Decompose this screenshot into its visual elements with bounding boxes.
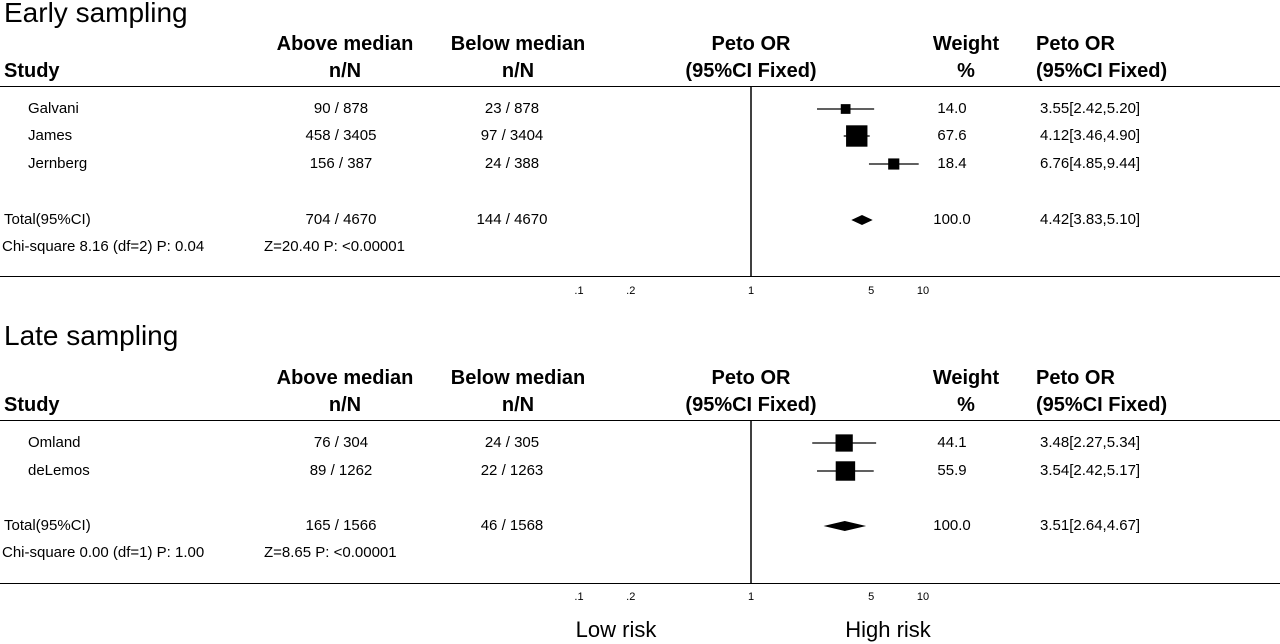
col-header-weight: Weight <box>932 367 1000 389</box>
study-name: deLemos <box>28 462 90 479</box>
col-header-peto-or-plot: Peto OR <box>711 33 791 55</box>
or-ci-text: 6.76[4.85,9.44] <box>1040 155 1141 172</box>
heterogeneity-text: Chi-square 8.16 (df=2) P: 0.04 <box>2 238 205 255</box>
above-median-count: 90 / 878 <box>313 100 369 117</box>
total-below-median: 144 / 4670 <box>476 211 548 228</box>
x-tick-label: .1 <box>574 285 583 297</box>
above-median-count: 76 / 304 <box>313 434 369 451</box>
x-tick-label: 10 <box>917 591 929 603</box>
below-median-count: 23 / 878 <box>484 100 540 117</box>
study-weight-square <box>888 158 900 170</box>
col-header-weight: Weight <box>932 33 1000 55</box>
panel-title: Early sampling <box>4 0 188 28</box>
x-tick-label: 1 <box>748 285 754 297</box>
below-median-count: 22 / 1263 <box>480 462 544 479</box>
x-tick-label: 5 <box>868 591 874 603</box>
col-header-below-median: Below median <box>450 33 586 55</box>
below-median-count: 24 / 305 <box>484 434 540 451</box>
header-divider <box>0 420 1280 421</box>
x-tick-label: 5 <box>868 285 874 297</box>
study-weight-square <box>835 434 853 452</box>
col-header-peto-or: Peto OR <box>1036 367 1115 389</box>
weight-value: 18.4 <box>937 155 967 172</box>
forest-plot-area: .1 .2 1 5 10 <box>574 86 929 297</box>
study-name: Omland <box>28 434 81 451</box>
study-weight-square <box>846 125 868 147</box>
x-tick-label: .2 <box>626 285 635 297</box>
footer-divider <box>0 583 1280 584</box>
below-median-count: 24 / 388 <box>484 155 540 172</box>
x-tick-label: .2 <box>626 591 635 603</box>
col-header-study: Study <box>4 60 60 82</box>
forest-panel-early: Early sampling Study Above median n/N Be… <box>0 0 1280 300</box>
col-header-weight-sub: % <box>957 60 975 82</box>
high-risk-label: High risk <box>845 617 931 642</box>
col-header-peto-or-plot-sub: (95%CI Fixed) <box>685 60 817 82</box>
x-tick-label: 10 <box>917 285 929 297</box>
total-above-median: 704 / 4670 <box>305 211 377 228</box>
col-header-above-median-sub: n/N <box>328 394 362 416</box>
col-header-study: Study <box>4 394 60 416</box>
footer-divider <box>0 276 1280 277</box>
or-ci-text: 3.48[2.27,5.34] <box>1040 434 1141 451</box>
total-weight: 100.0 <box>933 211 971 228</box>
overall-effect-text: Z=20.40 P: <0.00001 <box>264 238 405 255</box>
weight-value: 55.9 <box>937 462 967 479</box>
overall-effect-text: Z=8.65 P: <0.00001 <box>264 544 397 561</box>
col-header-peto-or: Peto OR <box>1036 33 1115 55</box>
col-header-above-median: Above median <box>276 33 414 55</box>
forest-panel-late: Late sampling Study Above median n/N Bel… <box>0 320 1280 623</box>
weight-value: 67.6 <box>937 127 967 144</box>
pooled-estimate-diamond <box>823 521 867 531</box>
weight-value: 14.0 <box>937 100 967 117</box>
col-header-peto-or-plot-sub: (95%CI Fixed) <box>685 394 817 416</box>
total-label: Total(95%CI) <box>4 211 91 228</box>
col-header-peto-or-sub: (95%CI Fixed) <box>1036 394 1168 416</box>
above-median-count: 89 / 1262 <box>309 462 373 479</box>
x-tick-label: .1 <box>574 591 583 603</box>
total-weight: 100.0 <box>933 517 971 534</box>
or-ci-text: 3.55[2.42,5.20] <box>1040 100 1141 117</box>
total-or-ci-text: 4.42[3.83,5.10] <box>1040 211 1141 228</box>
or-ci-text: 3.54[2.42,5.17] <box>1040 462 1141 479</box>
pooled-estimate-diamond <box>851 215 873 225</box>
forest-plot-area: .1 .2 1 5 10 <box>574 420 929 603</box>
study-weight-square <box>835 461 856 481</box>
study-name: James <box>28 127 73 144</box>
col-header-above-median: Above median <box>276 367 414 389</box>
total-below-median: 46 / 1568 <box>480 517 544 534</box>
low-risk-label: Low risk <box>575 617 657 642</box>
total-above-median: 165 / 1566 <box>305 517 377 534</box>
total-label: Total(95%CI) <box>4 517 91 534</box>
col-header-below-median-sub: n/N <box>501 60 535 82</box>
or-ci-text: 4.12[3.46,4.90] <box>1040 127 1141 144</box>
col-header-peto-or-sub: (95%CI Fixed) <box>1036 60 1168 82</box>
weight-value: 44.1 <box>937 434 967 451</box>
header-divider <box>0 86 1280 87</box>
x-tick-label: 1 <box>748 591 754 603</box>
heterogeneity-text: Chi-square 0.00 (df=1) P: 1.00 <box>2 544 205 561</box>
col-header-peto-or-plot: Peto OR <box>711 367 791 389</box>
above-median-count: 458 / 3405 <box>305 127 377 144</box>
col-header-above-median-sub: n/N <box>328 60 362 82</box>
total-or-ci-text: 3.51[2.64,4.67] <box>1040 517 1141 534</box>
col-header-below-median-sub: n/N <box>501 394 535 416</box>
study-name: Jernberg <box>28 155 88 172</box>
study-weight-square <box>840 104 851 114</box>
col-header-weight-sub: % <box>957 394 975 416</box>
panel-title: Late sampling <box>4 320 179 351</box>
col-header-below-median: Below median <box>450 367 586 389</box>
below-median-count: 97 / 3404 <box>480 127 544 144</box>
above-median-count: 156 / 387 <box>309 155 373 172</box>
study-name: Galvani <box>28 100 79 117</box>
